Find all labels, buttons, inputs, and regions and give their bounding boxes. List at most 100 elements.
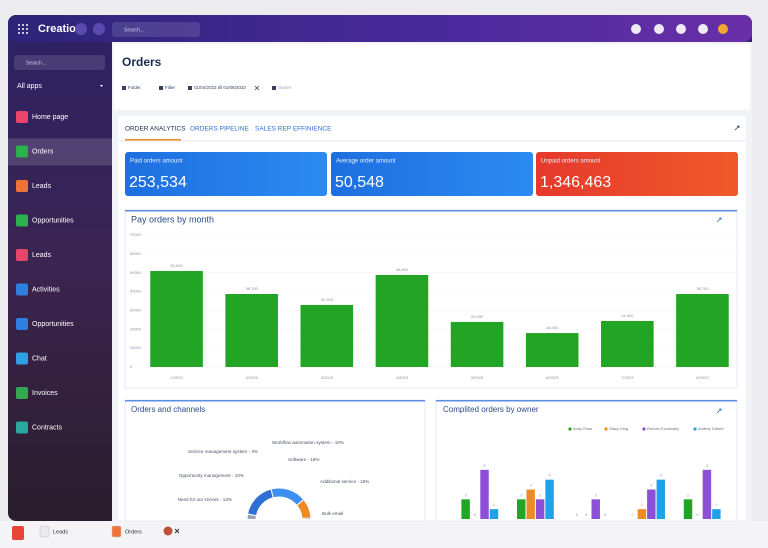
nav-item[interactable]: Chat: [32, 355, 47, 362]
tab[interactable]: SALES REP EFFINIENCE: [255, 126, 332, 133]
taskbar-item-icon[interactable]: [111, 525, 122, 538]
y-tick-label: 50000: [130, 270, 142, 275]
nav-icon: [16, 145, 28, 158]
expand-icon[interactable]: [734, 125, 740, 131]
legend-swatch: [604, 427, 608, 431]
slice-label: Opportunity management - 10%: [179, 473, 244, 478]
y-tick-label: 20000: [130, 326, 142, 331]
bar-value-label: 32,900: [321, 297, 334, 302]
taskbar-avatar[interactable]: [163, 526, 173, 536]
chart-expand[interactable]: [716, 408, 722, 414]
top-icon[interactable]: [718, 24, 728, 34]
bar-value-label: 3: [650, 483, 652, 487]
toolbar-icon: [122, 86, 126, 90]
legend-label[interactable]: Roman Kovanskiy: [647, 426, 679, 431]
bar: [525, 333, 579, 367]
legend-label[interactable]: Andy Ross: [573, 426, 592, 431]
all-apps-caret: [100, 85, 103, 87]
taskbar-item[interactable]: Orders: [125, 529, 142, 535]
kpi-card: [125, 152, 327, 196]
bar: [526, 489, 535, 519]
bar: [150, 271, 203, 367]
taskbar-close[interactable]: [174, 528, 180, 534]
toolbar-date-range[interactable]: 01/04/2023 till 01/08/2023: [194, 85, 246, 90]
legend-label[interactable]: Stacy King: [609, 426, 628, 431]
bar-value-label: 1: [715, 503, 717, 507]
bar: [480, 469, 489, 519]
nav-icon: [16, 180, 28, 192]
x-tick-label: 4/2023: [396, 375, 409, 380]
page-header: [114, 44, 750, 110]
brand[interactable]: Creatio: [38, 23, 76, 35]
kpi-card: [331, 152, 533, 196]
sidebar-search[interactable]: Search...: [26, 60, 46, 66]
nav-item[interactable]: Leads: [32, 252, 52, 259]
y-tick-label: 60000: [130, 251, 142, 256]
taskbar-item-icon[interactable]: [39, 525, 50, 538]
taskbar-app-icon[interactable]: [12, 526, 24, 540]
nav-icon: [16, 352, 28, 365]
bar-value-label: 4: [549, 474, 551, 478]
x-tick-label: 7/2023: [621, 375, 634, 380]
apps-icon-dot: [22, 28, 24, 30]
bar-value-label: 1: [493, 503, 495, 507]
top-bar: [8, 15, 752, 42]
nav-item[interactable]: Activities: [32, 286, 60, 293]
top-icon[interactable]: [676, 24, 686, 34]
top-search[interactable]: Search...: [124, 27, 144, 33]
apps-icon-dot: [18, 32, 20, 34]
top-search-box[interactable]: [112, 22, 200, 37]
bar: [656, 479, 666, 519]
toolbar-owner[interactable]: Owner: [278, 85, 292, 90]
sidebar-search-box[interactable]: [14, 55, 105, 70]
top-icon[interactable]: [698, 24, 708, 34]
date-clear-icon[interactable]: [254, 85, 260, 91]
bar-value-label: 0: [585, 513, 587, 517]
play-button[interactable]: [75, 23, 87, 35]
slice-label: Need for our srvices - 13%: [178, 497, 232, 502]
nav-item[interactable]: Leads: [32, 183, 52, 190]
nav-item[interactable]: Contracts: [32, 424, 62, 431]
nav-item[interactable]: Orders: [32, 148, 54, 155]
apps-icon-dot: [26, 32, 28, 34]
nav-item[interactable]: Opportunities: [32, 321, 74, 328]
bar-value-label: 2: [520, 493, 522, 497]
chart-expand[interactable]: [716, 217, 722, 223]
nav-item[interactable]: Opportunities: [32, 217, 74, 224]
kpi-label: Unpaid orders amount: [541, 159, 601, 165]
top-icon[interactable]: [631, 24, 641, 34]
card-top-border: [125, 210, 737, 212]
tab-underline: [125, 139, 181, 141]
toolbar-folder[interactable]: Folder: [128, 85, 141, 90]
nav-icon: [16, 249, 28, 261]
nav-item[interactable]: Home page: [32, 114, 68, 121]
bar-value-label: 1: [641, 503, 643, 507]
bar: [225, 294, 278, 367]
bar-value-label: 4: [660, 474, 662, 478]
nav-icon: [16, 111, 28, 123]
top-icon[interactable]: [654, 24, 664, 34]
bar: [601, 320, 654, 367]
bar-value-label: 50,900: [170, 263, 183, 268]
add-button[interactable]: [93, 23, 105, 35]
bar-value-label: 2: [595, 493, 597, 497]
toolbar-filter[interactable]: Filter: [165, 85, 176, 90]
nav-icon: [16, 421, 28, 434]
tab[interactable]: ORDER ANALYTICS: [125, 126, 186, 133]
bar-value-label: 5: [484, 464, 486, 468]
apps-icon-dot: [18, 24, 20, 26]
bar-value-label: 0: [696, 513, 698, 517]
bar-value-label: 2: [687, 493, 689, 497]
all-apps[interactable]: All apps: [17, 83, 42, 90]
apps-icon-dot: [26, 28, 28, 30]
taskbar-item[interactable]: Leads: [53, 529, 68, 535]
donut-slice: [301, 517, 312, 519]
kpi-value: 253,534: [129, 174, 187, 191]
tab[interactable]: ORDERS PIPELINE: [190, 126, 250, 133]
kpi-label: Average order amount: [336, 159, 396, 165]
bar-value-label: 38,700: [696, 286, 709, 291]
toolbar-icon: [159, 86, 163, 90]
legend-label[interactable]: Audrey Gilbert: [698, 426, 724, 431]
bar: [489, 509, 499, 519]
nav-item[interactable]: Invoices: [32, 390, 58, 397]
